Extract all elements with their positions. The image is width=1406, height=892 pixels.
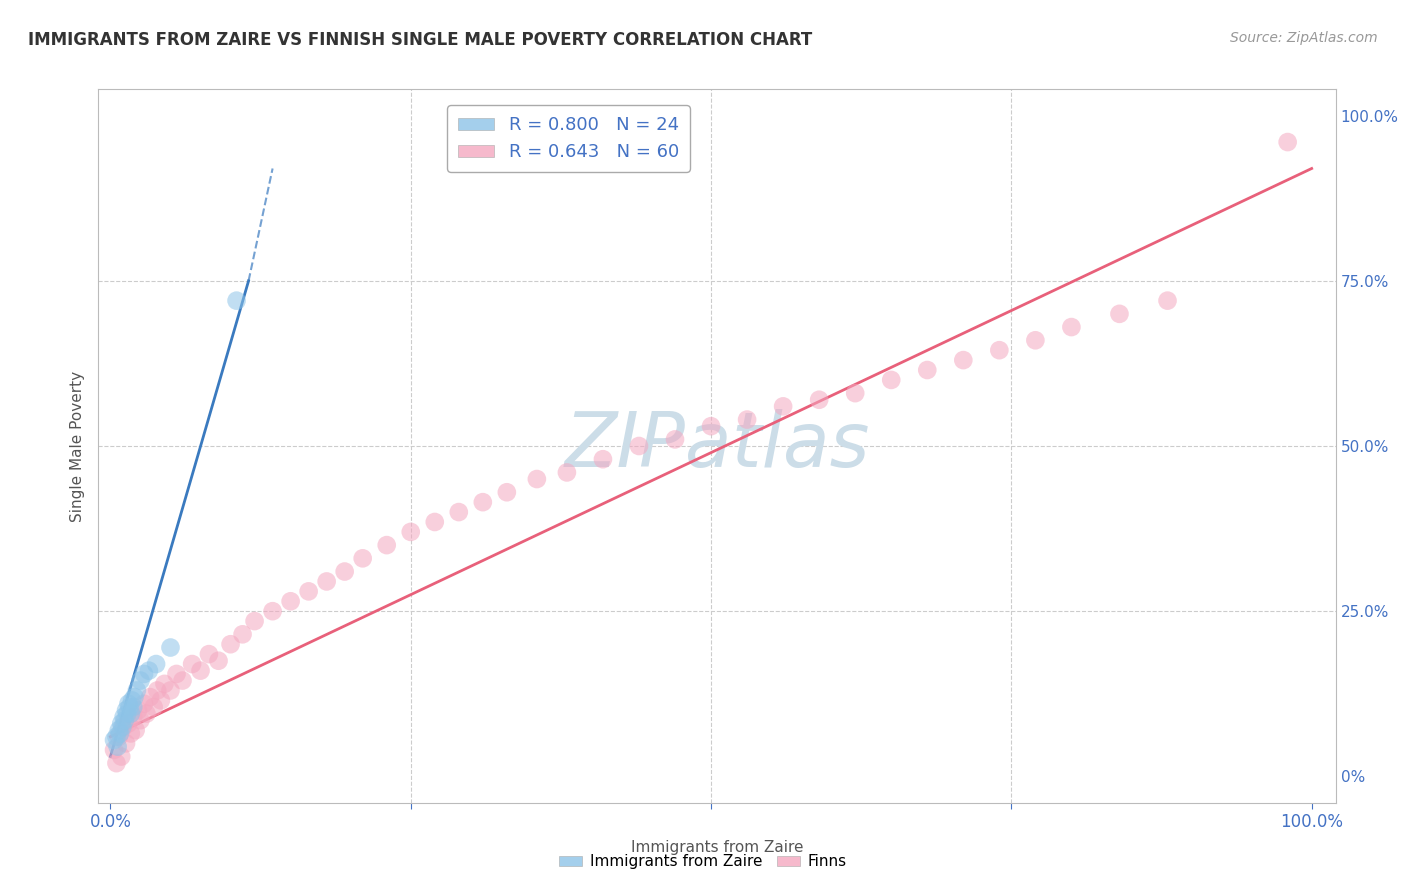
Point <box>112 710 135 724</box>
Point <box>172 673 194 688</box>
Point <box>526 472 548 486</box>
Point <box>844 386 866 401</box>
Point <box>423 515 446 529</box>
Point <box>1277 135 1299 149</box>
Point <box>146 683 169 698</box>
Point <box>117 697 139 711</box>
Point <box>108 726 131 740</box>
Point <box>120 726 142 740</box>
Point <box>124 723 146 738</box>
Point <box>555 466 578 480</box>
Text: IMMIGRANTS FROM ZAIRE VS FINNISH SINGLE MALE POVERTY CORRELATION CHART: IMMIGRANTS FROM ZAIRE VS FINNISH SINGLE … <box>28 31 813 49</box>
Point <box>700 419 723 434</box>
Text: Source: ZipAtlas.com: Source: ZipAtlas.com <box>1230 31 1378 45</box>
Point <box>880 373 903 387</box>
Point <box>103 733 125 747</box>
Point <box>129 673 152 688</box>
Point <box>129 713 152 727</box>
Point <box>243 614 266 628</box>
Point <box>315 574 337 589</box>
Point <box>166 667 188 681</box>
Point <box>592 452 614 467</box>
Point <box>149 693 172 707</box>
Point <box>198 647 221 661</box>
Point <box>111 720 134 734</box>
Point <box>145 657 167 671</box>
Point <box>333 565 356 579</box>
Point <box>114 713 136 727</box>
Y-axis label: Single Male Poverty: Single Male Poverty <box>70 370 86 522</box>
Point <box>105 730 128 744</box>
Point <box>1156 293 1178 308</box>
Point <box>153 677 176 691</box>
Point <box>225 293 247 308</box>
Point <box>1024 333 1046 347</box>
Point <box>1108 307 1130 321</box>
Point <box>735 412 758 426</box>
Point <box>115 703 138 717</box>
Point <box>138 664 160 678</box>
Point <box>127 703 149 717</box>
Point <box>112 720 135 734</box>
Point <box>105 756 128 771</box>
Point <box>375 538 398 552</box>
Point <box>120 706 142 721</box>
Point <box>115 736 138 750</box>
Point <box>262 604 284 618</box>
Point <box>110 716 132 731</box>
Text: ZIPatlas: ZIPatlas <box>564 409 870 483</box>
Point <box>139 690 162 704</box>
Point <box>132 697 155 711</box>
Point <box>121 693 143 707</box>
Point <box>399 524 422 539</box>
Point <box>190 664 212 678</box>
Point <box>627 439 650 453</box>
Point <box>108 723 131 738</box>
Point <box>117 706 139 721</box>
Point <box>207 654 229 668</box>
Legend: Immigrants from Zaire, Finns: Immigrants from Zaire, Finns <box>553 848 853 875</box>
Point <box>107 739 129 754</box>
Point <box>122 710 145 724</box>
Point <box>495 485 517 500</box>
Point <box>298 584 321 599</box>
Point <box>952 353 974 368</box>
Point <box>110 749 132 764</box>
Point <box>664 433 686 447</box>
Point <box>988 343 1011 358</box>
Point <box>132 667 155 681</box>
Point <box>108 730 131 744</box>
Point <box>280 594 302 608</box>
Point <box>772 400 794 414</box>
X-axis label: Immigrants from Zaire: Immigrants from Zaire <box>631 839 803 855</box>
Point <box>159 683 181 698</box>
Point <box>232 627 254 641</box>
Point <box>117 716 139 731</box>
Point <box>219 637 242 651</box>
Point <box>103 743 125 757</box>
Point <box>118 700 141 714</box>
Point <box>122 700 145 714</box>
Legend: R = 0.800   N = 24, R = 0.643   N = 60: R = 0.800 N = 24, R = 0.643 N = 60 <box>447 105 690 172</box>
Point <box>917 363 939 377</box>
Point <box>159 640 181 655</box>
Point <box>124 690 146 704</box>
Point <box>471 495 494 509</box>
Point <box>1060 320 1083 334</box>
Point <box>181 657 204 671</box>
Point <box>125 683 148 698</box>
Point <box>352 551 374 566</box>
Point <box>135 706 157 721</box>
Point <box>142 700 165 714</box>
Point <box>808 392 831 407</box>
Point <box>447 505 470 519</box>
